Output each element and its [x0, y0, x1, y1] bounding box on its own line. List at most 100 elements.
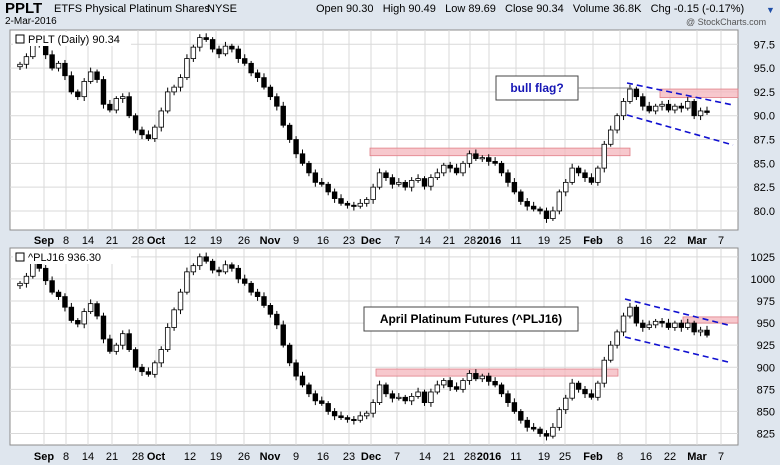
candle-down [530, 426, 537, 430]
y-tick-label: 950 [757, 318, 775, 330]
candle-up [17, 282, 23, 287]
candle-up [434, 172, 441, 179]
candle-down [280, 105, 286, 126]
x-tick-label: Oct [147, 235, 166, 247]
candle-down [235, 48, 241, 59]
candle-down [537, 428, 543, 434]
candle-up [428, 391, 434, 403]
x-tick-label: 2016 [477, 451, 501, 463]
candle-up [460, 380, 466, 390]
candle-down [261, 77, 267, 88]
candle-up [364, 412, 370, 417]
candle-up [697, 329, 704, 333]
trend-channel-line [626, 114, 734, 146]
candle-up [177, 291, 184, 311]
candle-down [75, 91, 81, 98]
candle-down [126, 333, 132, 350]
close-value: 90.34 [536, 3, 564, 15]
candle-up [81, 81, 87, 98]
y-tick-label: 925 [757, 340, 775, 352]
candle-down [325, 403, 331, 412]
candle-down [216, 269, 222, 273]
candle-down [659, 320, 665, 324]
annotation-text: bull flag? [510, 81, 563, 95]
x-tick-label: 23 [343, 235, 355, 247]
candle-down [646, 105, 652, 112]
candle-down [486, 157, 492, 162]
candle-down [325, 183, 331, 193]
candle-up [697, 110, 704, 117]
panel-label-bg [13, 32, 131, 46]
candle-up [23, 275, 30, 284]
candle-down [530, 205, 537, 210]
candle-down [94, 303, 100, 317]
candle-down [665, 322, 672, 328]
x-tick-label: 8 [617, 235, 623, 247]
candle-down [62, 62, 68, 77]
x-tick-label: 14 [419, 451, 431, 463]
candle-down [248, 62, 254, 74]
candle-down [254, 291, 261, 297]
y-tick-label: 1000 [751, 274, 775, 286]
candle-down [678, 105, 685, 109]
x-tick-label: 28 [464, 235, 476, 247]
candle-up [415, 178, 421, 181]
candle-up [370, 402, 376, 414]
candle-down [319, 181, 325, 185]
candle-down [498, 384, 505, 395]
x-tick-label: 9 [293, 451, 299, 463]
candle-up [396, 396, 402, 399]
candle-down [261, 296, 267, 306]
x-tick-label: 26 [238, 451, 250, 463]
candle-down [306, 384, 312, 395]
candle-up [441, 380, 447, 386]
y-tick-label: 850 [757, 406, 775, 418]
candle-down [486, 375, 492, 382]
x-tick-label: 12 [184, 451, 196, 463]
candle-up [652, 105, 659, 112]
candle-down [518, 411, 524, 421]
candle-down [248, 282, 254, 293]
candle-up [55, 62, 62, 69]
chart-header: PPLT ETFS Physical Platinum Shares NYSE … [0, 0, 780, 30]
close-label: Close [505, 3, 534, 15]
candle-up [113, 344, 120, 352]
candle-up [222, 264, 229, 273]
candle-down [665, 103, 672, 111]
x-tick-label: 28 [464, 451, 476, 463]
candle-down [383, 384, 389, 395]
candle-down [511, 402, 518, 412]
x-tick-label: 26 [238, 235, 250, 247]
candle-down [402, 181, 408, 188]
low-label: Low [445, 3, 466, 15]
copyright: @ StockCharts.com [686, 17, 767, 27]
y-tick-label: 875 [757, 384, 775, 396]
candle-down [421, 178, 428, 187]
x-tick-label: 19 [210, 235, 222, 247]
candle-down [447, 380, 453, 388]
ticker-symbol: PPLT [5, 0, 43, 17]
candle-up [171, 86, 177, 93]
candle-down [338, 198, 344, 204]
x-tick-label: 28 [132, 235, 144, 247]
candle-down [203, 256, 209, 262]
x-tick-label: 21 [443, 235, 455, 247]
x-tick-label: 16 [640, 235, 652, 247]
candle-up [466, 153, 473, 164]
candle-down [511, 181, 518, 193]
candle-up [197, 256, 203, 267]
candle-up [646, 324, 652, 328]
candle-up [466, 373, 473, 381]
plot-area [9, 247, 739, 446]
candle-down [331, 411, 338, 417]
candle-down [293, 139, 299, 155]
candle-down [126, 96, 132, 117]
candle-down [640, 322, 646, 328]
x-tick-label: Sep [34, 235, 54, 247]
candle-up [87, 71, 94, 82]
candle-down [582, 388, 588, 395]
candle-up [607, 129, 614, 145]
candle-up [81, 311, 87, 325]
dropdown-arrow-icon[interactable]: ▼ [766, 5, 775, 15]
candle-down [145, 134, 152, 139]
